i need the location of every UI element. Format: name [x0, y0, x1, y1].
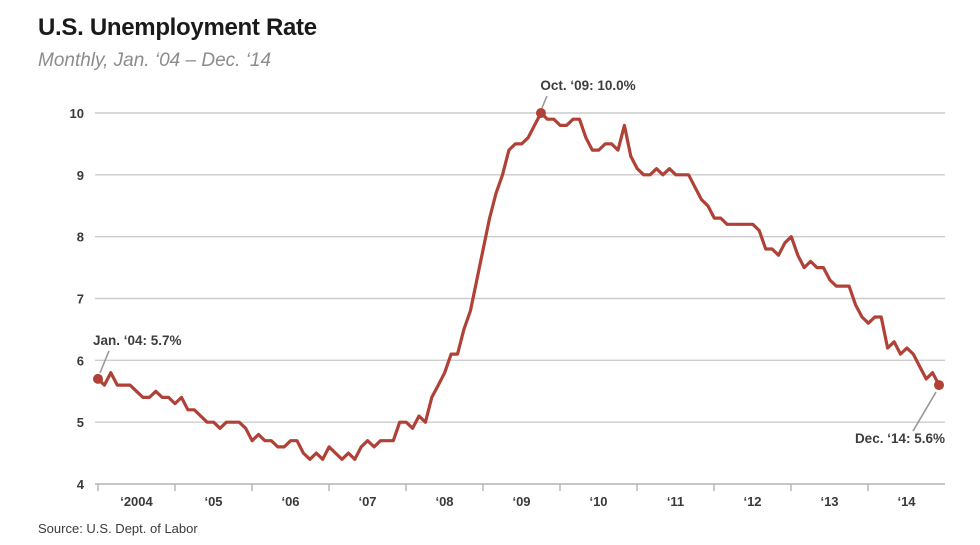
annotation-dot	[934, 380, 944, 391]
x-axis-label: ‘14	[897, 494, 916, 509]
y-axis-label: 8	[77, 230, 84, 245]
annotation-dot	[93, 373, 103, 384]
y-axis-label: 6	[77, 353, 84, 368]
annotation-label: Oct. ‘09: 10.0%	[540, 78, 635, 93]
data-line	[96, 111, 941, 461]
x-axis-label: ‘12	[743, 494, 761, 509]
x-axis-label: ‘06	[281, 494, 299, 509]
annotation-leader	[541, 95, 548, 109]
x-axis-label: ‘13	[820, 494, 838, 509]
x-axis-label: ‘09	[512, 494, 530, 509]
x-axis-label: ‘10	[589, 494, 607, 509]
annotation-label: Jan. ‘04: 5.7%	[93, 333, 182, 348]
source-note: Source: U.S. Dept. of Labor	[38, 521, 198, 536]
chart-subtitle: Monthly, Jan. ‘04 – Dec. ‘14	[38, 50, 272, 71]
y-axis-label: 7	[77, 292, 84, 307]
annotation-leader	[99, 350, 110, 374]
x-axis-label: ‘11	[667, 494, 684, 509]
x-axis-label: ‘2004	[120, 494, 153, 509]
y-axis-label: 5	[77, 415, 84, 430]
x-axis-label: ‘05	[204, 494, 222, 509]
y-axis-label: 9	[77, 168, 84, 183]
y-axis-label: 4	[77, 477, 85, 492]
x-axis-label: ‘08	[435, 494, 453, 509]
annotation-dot	[535, 108, 546, 118]
y-axis-label: 10	[70, 106, 84, 121]
chart-title: U.S. Unemployment Rate	[38, 14, 317, 41]
x-axis-label: ‘07	[358, 494, 376, 509]
annotation-label: Dec. ‘14: 5.6%	[855, 431, 945, 446]
annotation-leader	[912, 391, 937, 432]
